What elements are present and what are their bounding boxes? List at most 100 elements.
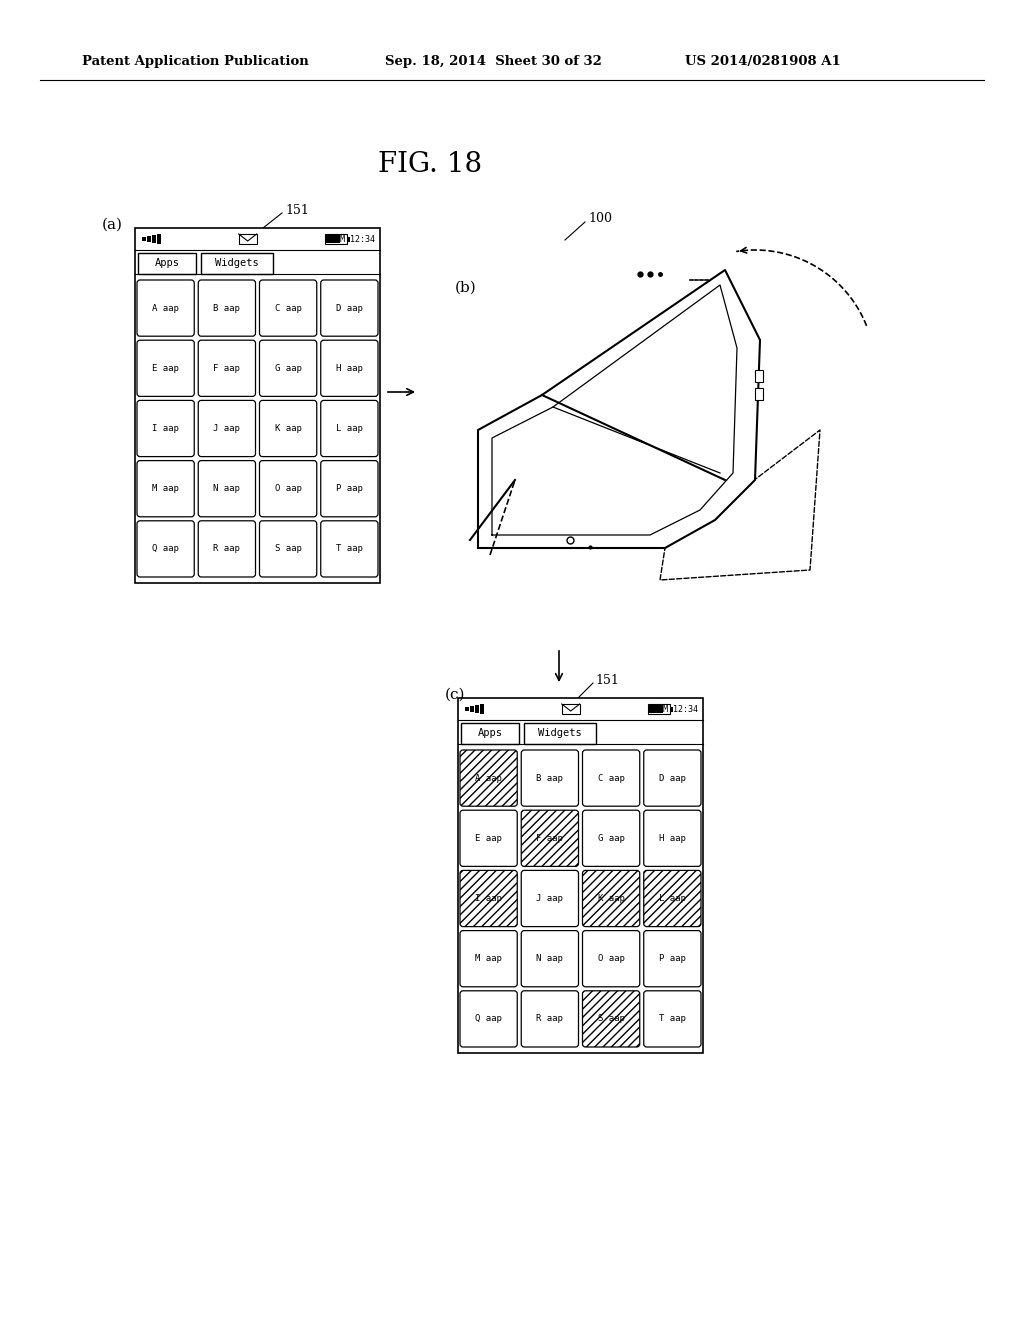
Text: US 2014/0281908 A1: US 2014/0281908 A1: [685, 55, 841, 69]
Text: O aap: O aap: [274, 484, 301, 494]
Bar: [347, 236, 350, 242]
Text: M aap: M aap: [153, 484, 179, 494]
FancyBboxPatch shape: [521, 750, 579, 807]
FancyBboxPatch shape: [460, 750, 517, 807]
FancyBboxPatch shape: [199, 461, 256, 517]
Text: AM 12:34: AM 12:34: [658, 705, 698, 714]
FancyBboxPatch shape: [521, 931, 579, 987]
Bar: [461, 723, 519, 744]
Bar: [458, 698, 703, 1053]
Text: (c): (c): [445, 688, 466, 702]
Text: C aap: C aap: [598, 774, 625, 783]
FancyBboxPatch shape: [460, 931, 517, 987]
Text: H aap: H aap: [658, 834, 686, 842]
Polygon shape: [478, 271, 760, 548]
FancyBboxPatch shape: [460, 991, 517, 1047]
FancyBboxPatch shape: [259, 400, 316, 457]
Text: E aap: E aap: [475, 834, 502, 842]
Text: H aap: H aap: [336, 364, 362, 372]
Text: S aap: S aap: [274, 544, 301, 553]
FancyBboxPatch shape: [199, 400, 256, 457]
FancyBboxPatch shape: [644, 750, 701, 807]
Text: T aap: T aap: [658, 1014, 686, 1023]
Text: C aap: C aap: [274, 304, 301, 313]
FancyBboxPatch shape: [521, 991, 579, 1047]
Bar: [157, 234, 161, 244]
FancyBboxPatch shape: [259, 280, 316, 337]
FancyBboxPatch shape: [460, 870, 517, 927]
FancyBboxPatch shape: [644, 810, 701, 866]
Text: N aap: N aap: [213, 484, 241, 494]
FancyBboxPatch shape: [583, 931, 640, 987]
FancyBboxPatch shape: [583, 750, 640, 807]
Bar: [648, 704, 670, 714]
Text: Patent Application Publication: Patent Application Publication: [82, 55, 309, 69]
FancyBboxPatch shape: [521, 810, 579, 866]
Bar: [755, 388, 763, 400]
FancyBboxPatch shape: [583, 810, 640, 866]
Bar: [201, 253, 273, 275]
Text: P aap: P aap: [658, 954, 686, 964]
Text: (a): (a): [102, 218, 123, 232]
Bar: [325, 234, 347, 244]
FancyBboxPatch shape: [137, 341, 195, 396]
Text: J aap: J aap: [537, 894, 563, 903]
FancyBboxPatch shape: [199, 341, 256, 396]
FancyBboxPatch shape: [321, 461, 378, 517]
Bar: [147, 236, 151, 242]
FancyBboxPatch shape: [199, 521, 256, 577]
Text: (b): (b): [455, 281, 477, 294]
Text: Widgets: Widgets: [539, 729, 582, 738]
Text: 100: 100: [588, 211, 612, 224]
Text: Q aap: Q aap: [475, 1014, 502, 1023]
Text: AM 12:34: AM 12:34: [335, 235, 375, 243]
FancyBboxPatch shape: [259, 521, 316, 577]
FancyBboxPatch shape: [644, 931, 701, 987]
Text: FIG. 18: FIG. 18: [378, 152, 482, 178]
Bar: [465, 708, 469, 711]
Text: 151: 151: [285, 203, 309, 216]
Text: R aap: R aap: [213, 544, 241, 553]
FancyBboxPatch shape: [137, 400, 195, 457]
FancyBboxPatch shape: [259, 341, 316, 396]
Text: J aap: J aap: [213, 424, 241, 433]
Text: M aap: M aap: [475, 954, 502, 964]
Text: F aap: F aap: [537, 834, 563, 842]
Text: B aap: B aap: [213, 304, 241, 313]
Text: I aap: I aap: [153, 424, 179, 433]
Text: Apps: Apps: [155, 259, 179, 268]
Text: I aap: I aap: [475, 894, 502, 903]
Text: L aap: L aap: [336, 424, 362, 433]
FancyBboxPatch shape: [583, 991, 640, 1047]
Text: R aap: R aap: [537, 1014, 563, 1023]
Bar: [239, 234, 257, 244]
Text: A aap: A aap: [475, 774, 502, 783]
Text: P aap: P aap: [336, 484, 362, 494]
Text: D aap: D aap: [658, 774, 686, 783]
Text: L aap: L aap: [658, 894, 686, 903]
Bar: [470, 706, 474, 711]
FancyBboxPatch shape: [137, 461, 195, 517]
Bar: [138, 253, 196, 275]
Text: Widgets: Widgets: [215, 259, 259, 268]
FancyBboxPatch shape: [521, 870, 579, 927]
Text: S aap: S aap: [598, 1014, 625, 1023]
FancyBboxPatch shape: [259, 461, 316, 517]
Text: K aap: K aap: [598, 894, 625, 903]
Bar: [475, 705, 479, 713]
FancyBboxPatch shape: [137, 280, 195, 337]
FancyBboxPatch shape: [137, 521, 195, 577]
Bar: [480, 704, 484, 714]
Text: D aap: D aap: [336, 304, 362, 313]
Text: G aap: G aap: [598, 834, 625, 842]
Bar: [142, 238, 146, 242]
Text: Sep. 18, 2014  Sheet 30 of 32: Sep. 18, 2014 Sheet 30 of 32: [385, 55, 602, 69]
Text: O aap: O aap: [598, 954, 625, 964]
Text: 151: 151: [595, 673, 618, 686]
Text: B aap: B aap: [537, 774, 563, 783]
FancyBboxPatch shape: [644, 870, 701, 927]
FancyBboxPatch shape: [321, 521, 378, 577]
Bar: [135, 228, 380, 583]
Text: K aap: K aap: [274, 424, 301, 433]
Text: G aap: G aap: [274, 364, 301, 372]
